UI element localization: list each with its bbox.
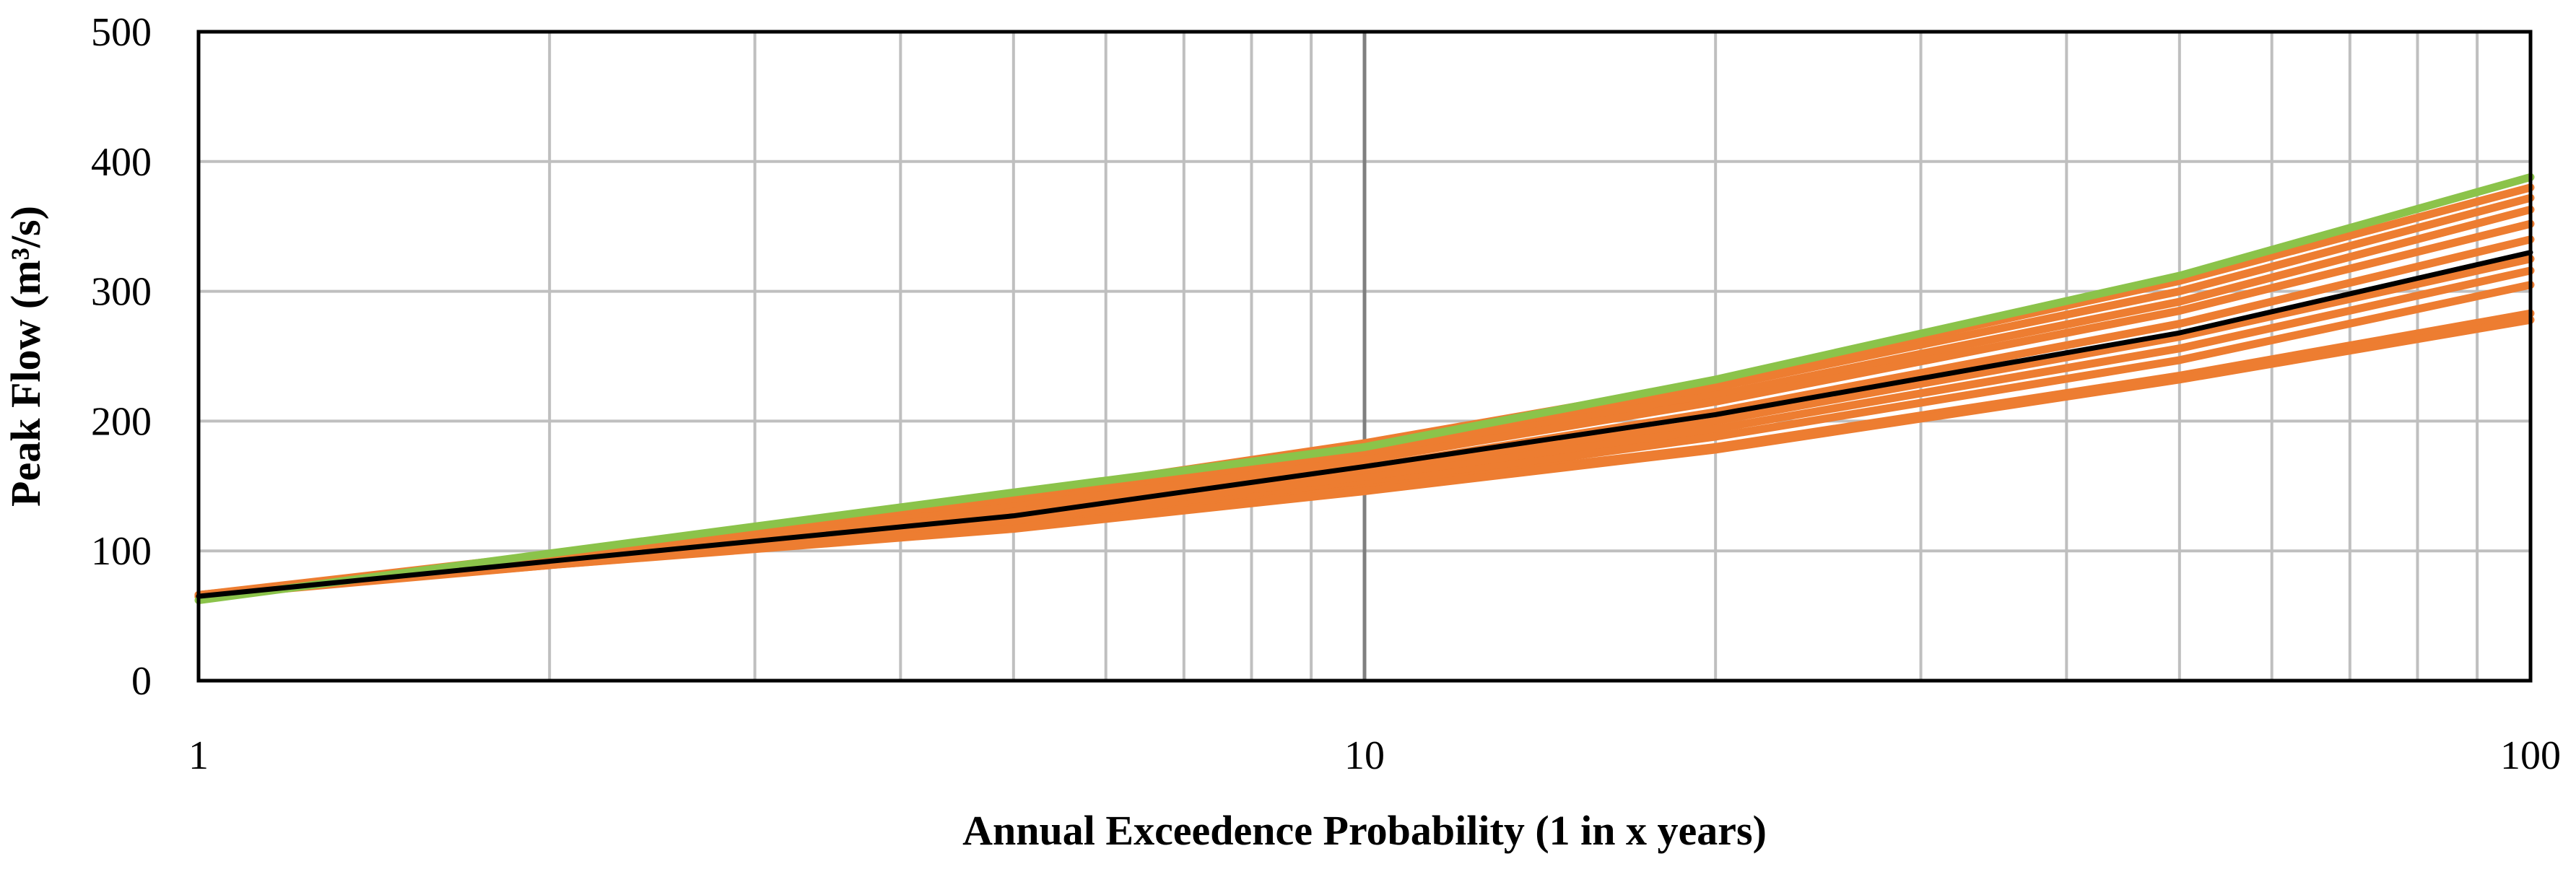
y-tick-label: 0 [131,659,152,704]
x-tick-label: 100 [2500,733,2561,778]
y-axis-title: Peak Flow (m³/s) [2,206,49,507]
y-tick-label: 100 [91,529,152,574]
x-tick-labels: 1 10 100 [188,733,2561,778]
y-tick-label: 200 [91,399,152,444]
y-tick-labels: 0 100 200 300 400 500 [91,10,152,704]
y-tick-label: 300 [91,270,152,315]
y-tick-label: 500 [91,10,152,55]
series-line-1 [196,250,2533,599]
x-axis-title: Annual Exceedence Probability (1 in x ye… [962,807,1767,854]
series-line-12 [194,315,2535,601]
series-line-2 [194,173,2535,605]
plot-area-frame [196,30,2533,683]
y-tick-label: 400 [91,140,152,185]
series-lines [194,173,2535,605]
x-tick-label: 1 [188,733,209,778]
x-tick-label: 10 [1344,733,1385,778]
